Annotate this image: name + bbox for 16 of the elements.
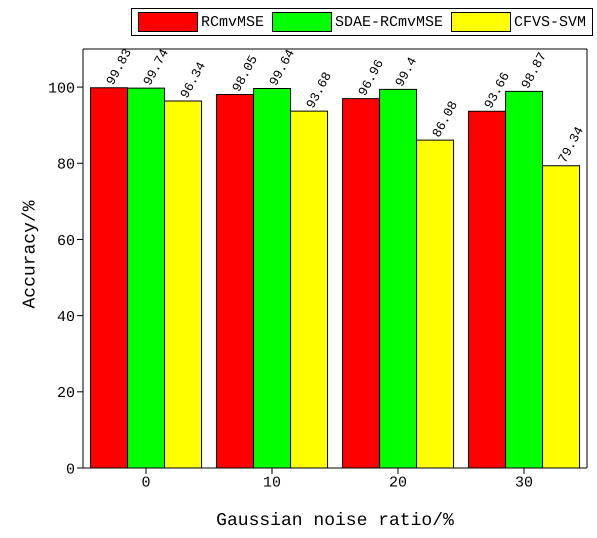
y-tick-label: 20 xyxy=(56,385,75,402)
y-tick-label: 0 xyxy=(66,461,75,478)
legend-label: CFVS-SVM xyxy=(514,14,586,30)
data-label: 99.4 xyxy=(392,54,420,90)
x-tick-label: 10 xyxy=(262,474,282,492)
y-tick-label: 80 xyxy=(56,156,75,174)
x-tick-label: 0 xyxy=(141,474,151,492)
legend-label: RCmvMSE xyxy=(200,14,264,30)
y-tick-label: 60 xyxy=(56,232,75,250)
x-tick-label: 20 xyxy=(388,474,408,492)
y-axis-title: Accuracy/% xyxy=(20,200,40,308)
legend-label: SDAE-RCmvMSE xyxy=(334,14,443,30)
y-tick-label: 40 xyxy=(56,308,75,326)
x-tick-label: 30 xyxy=(514,474,534,492)
y-tick-label: 100 xyxy=(48,80,75,98)
x-axis-title: Gaussian noise ratio/% xyxy=(216,511,454,531)
